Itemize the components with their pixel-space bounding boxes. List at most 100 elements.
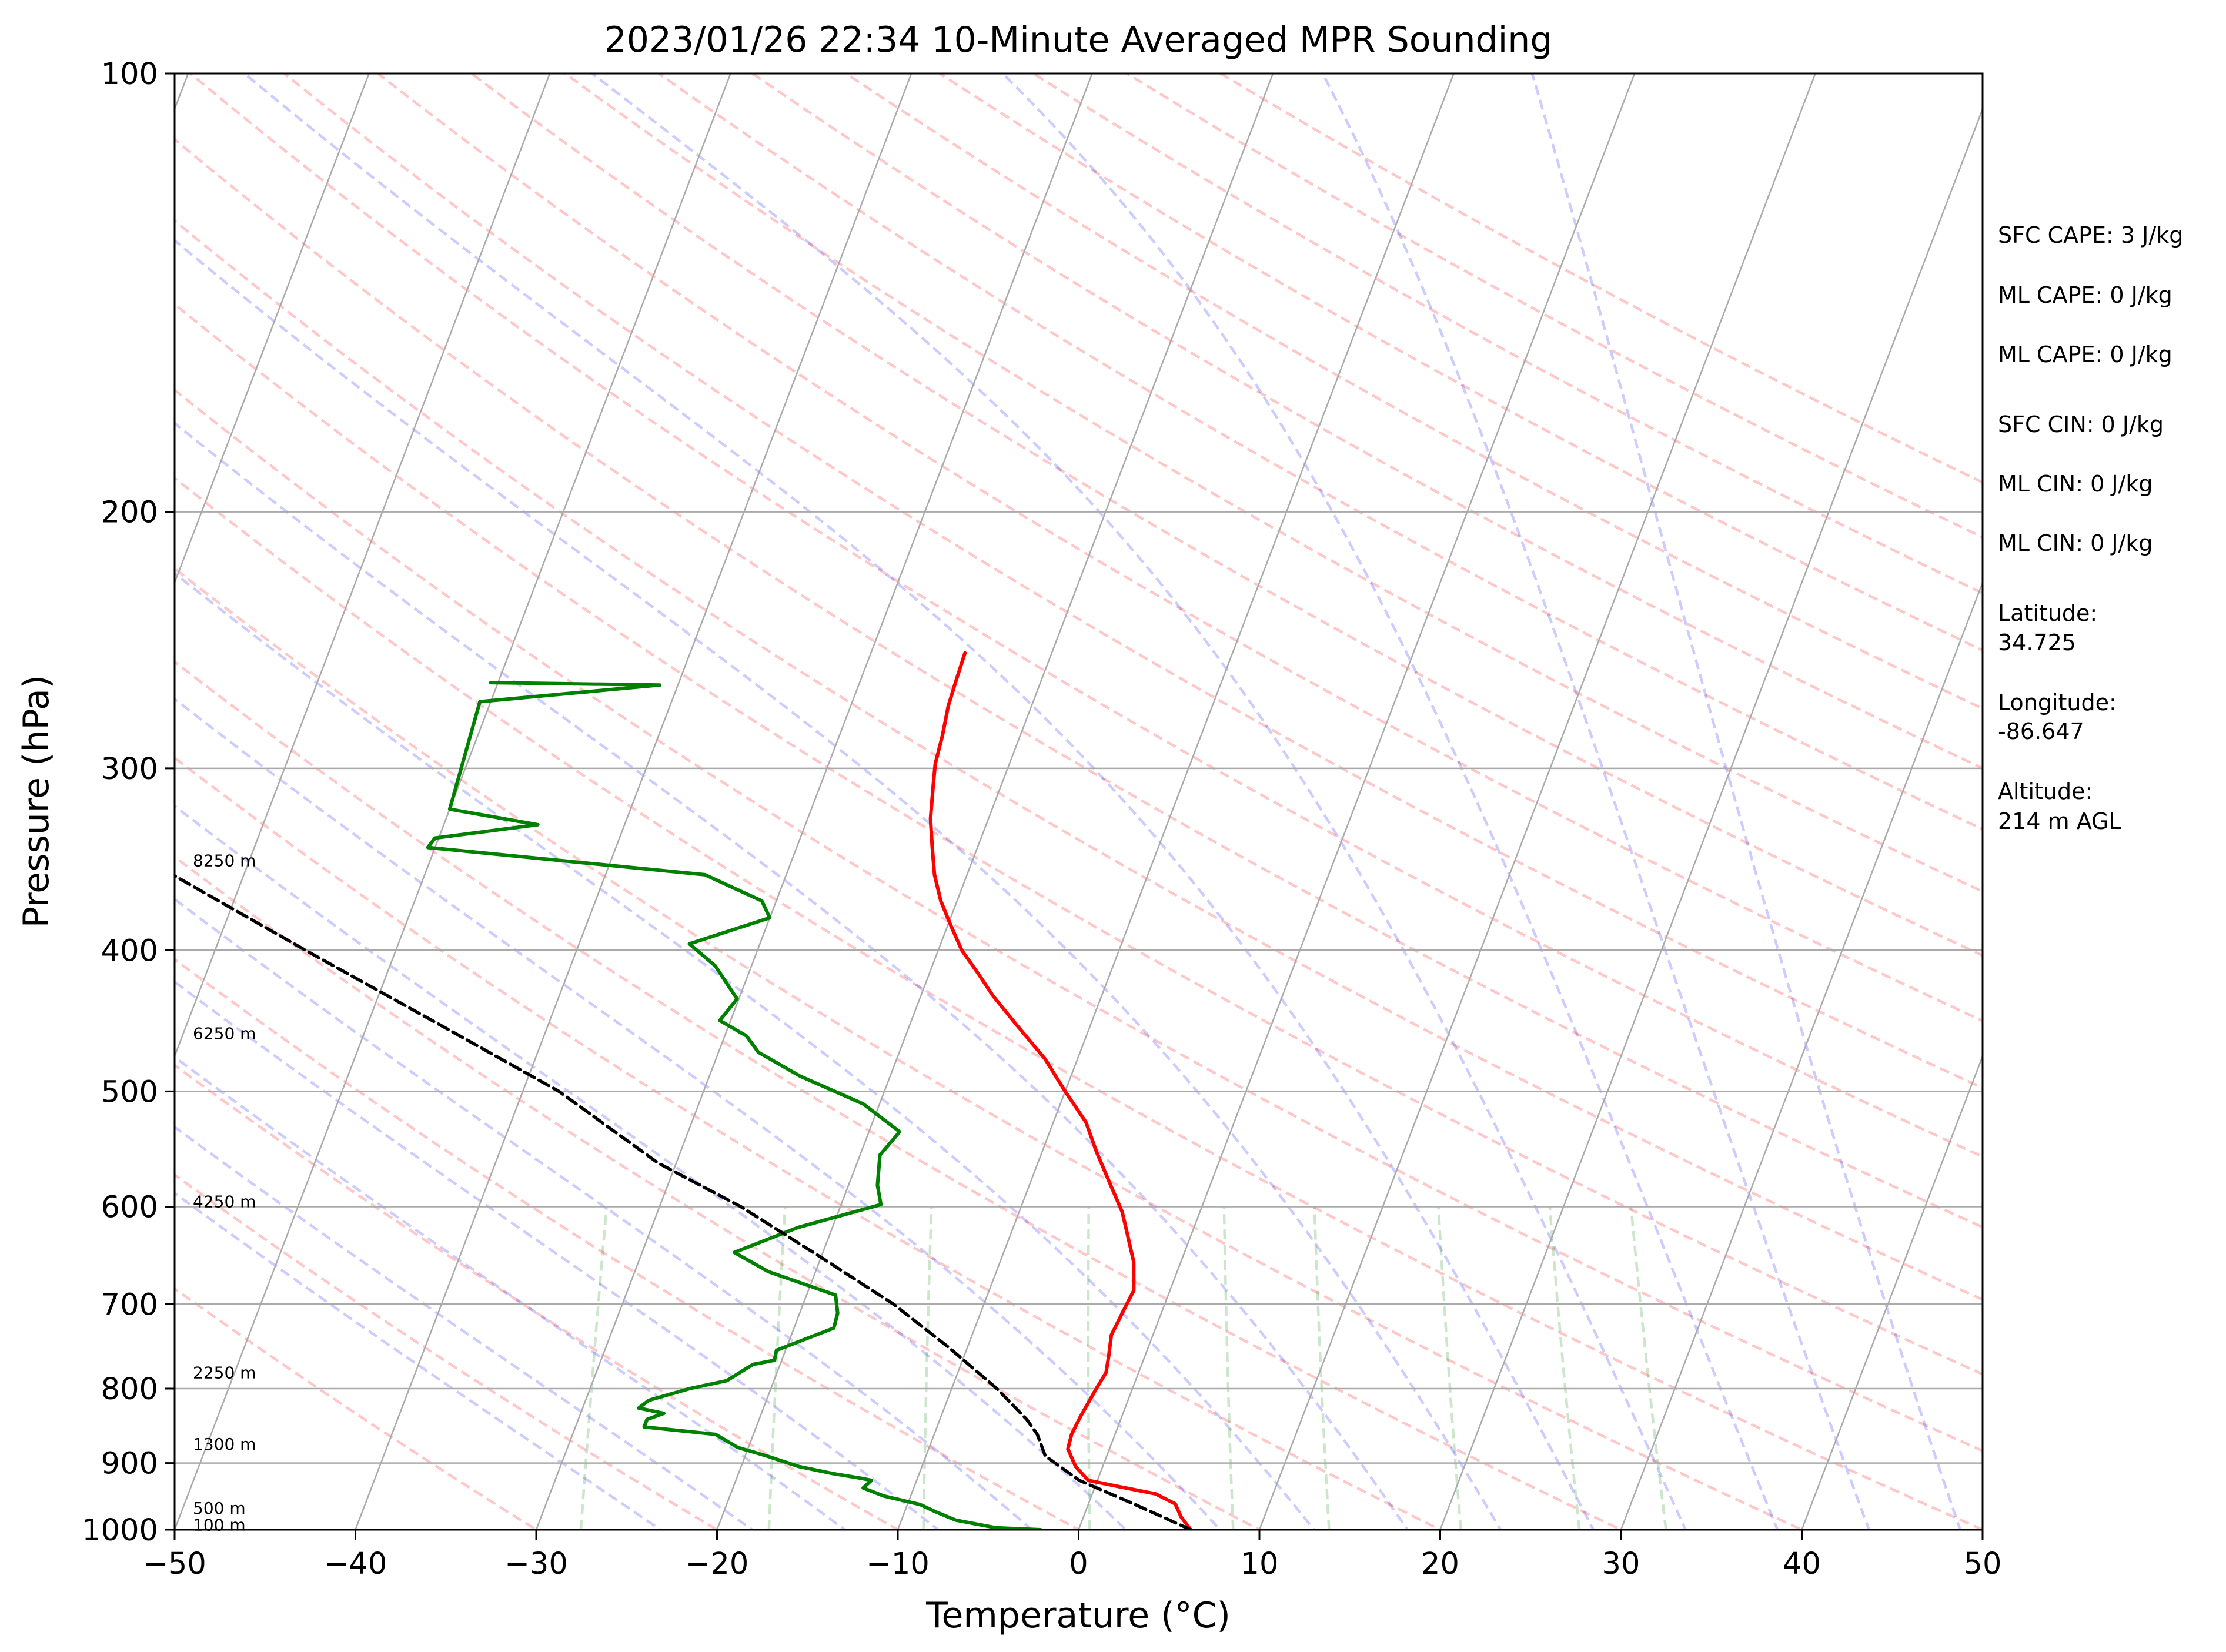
moist-adiabat (175, 804, 1128, 1530)
y-tick-label: 900 (101, 1447, 158, 1482)
x-tick-label: 40 (1783, 1547, 1821, 1581)
dry-adiabat (563, 73, 1983, 893)
dry-adiabat (175, 1287, 539, 1530)
moist-adiabat (1530, 73, 1962, 1530)
isotherm (355, 73, 913, 1530)
x-tick-label: −40 (324, 1547, 387, 1581)
isotherm (1439, 106, 1983, 1530)
dewpoint-line (426, 681, 1042, 1530)
side-info-line: 214 m AGL (1998, 808, 2121, 834)
isotherm (175, 73, 551, 1058)
side-info-line: ML CAPE: 0 J/kg (1998, 342, 2172, 367)
plot-frame (173, 72, 1984, 1531)
x-tick-label: 10 (1241, 1547, 1279, 1581)
moist-adiabat (1001, 73, 1779, 1530)
moist-adiabat (175, 1191, 663, 1530)
mixing-ratio-line (767, 1206, 787, 1530)
dry-adiabat (282, 73, 1983, 1089)
x-tick-label: −10 (866, 1547, 930, 1581)
dry-adiabat (175, 302, 1983, 1376)
side-info-line: 34.725 (1998, 630, 2076, 656)
mixing-ratio-line (1629, 1206, 1667, 1530)
isotherm (1258, 73, 1816, 1530)
chart-title: 2023/01/26 22:34 10-Minute Averaged MPR … (604, 19, 1553, 61)
isotherm (897, 73, 1455, 1530)
parcel-line (175, 874, 1192, 1530)
isotherm (175, 73, 370, 585)
background-lines (175, 73, 1983, 1530)
y-tick-label: 500 (101, 1075, 158, 1109)
x-tick-label: −20 (686, 1547, 749, 1581)
y-axis: 100 200 300 400 500 600 700 800 900 1000 (82, 57, 175, 1548)
mixing-ratio-line (1437, 1206, 1462, 1530)
x-tick-label: 50 (1964, 1547, 2002, 1581)
height-label: 8250 m (193, 851, 256, 870)
moist-adiabat (175, 571, 1316, 1530)
y-axis-label: Pressure (hPa) (16, 675, 57, 928)
side-info-line: ML CIN: 0 J/kg (1998, 530, 2153, 556)
dry-adiabat (175, 476, 1983, 1530)
moist-adiabat (175, 980, 941, 1530)
x-tick-label: 30 (1602, 1547, 1640, 1581)
moist-adiabat (175, 239, 1502, 1530)
dry-adiabat (175, 567, 1805, 1530)
y-tick-label: 100 (101, 57, 158, 92)
dry-adiabat (175, 219, 1983, 1302)
height-label: 4250 m (193, 1192, 256, 1211)
moist-adiabat (243, 73, 1595, 1530)
x-axis: −50 −40 −30 −20 −10 0 10 20 30 40 50 (143, 1530, 2001, 1581)
dry-adiabat (175, 388, 1983, 1453)
height-label: 1300 m (193, 1434, 256, 1454)
sounding-profiles (175, 651, 1193, 1530)
dry-adiabat (188, 73, 1983, 1158)
height-label: 6250 m (193, 1024, 256, 1043)
dry-adiabat (175, 958, 1082, 1530)
dry-adiabat (375, 73, 1983, 1022)
side-info-line: -86.647 (1998, 718, 2084, 744)
temperature-line (928, 651, 1193, 1530)
side-info-line: ML CIN: 0 J/kg (1998, 471, 2153, 497)
side-info-line: ML CAPE: 0 J/kg (1998, 282, 2172, 308)
moist-adiabat (175, 697, 1222, 1530)
height-label: 100 m (193, 1515, 246, 1534)
side-info-line: Altitude: (1998, 778, 2093, 804)
y-tick-label: 700 (101, 1288, 158, 1322)
dry-adiabat (175, 660, 1625, 1530)
y-tick-label: 300 (101, 752, 158, 787)
moist-adiabat (591, 73, 1687, 1530)
y-tick-label: 400 (101, 934, 158, 968)
x-tick-label: 0 (1069, 1547, 1088, 1581)
dry-adiabat (469, 73, 1983, 957)
side-info-line: SFC CIN: 0 J/kg (1998, 412, 2164, 437)
moist-adiabat (175, 1055, 847, 1530)
dry-adiabat (175, 1173, 720, 1530)
sounding-indices-panel: SFC CAPE: 3 J/kg ML CAPE: 0 J/kg ML CAPE: … (1998, 222, 2183, 834)
dry-adiabat (175, 756, 1443, 1530)
x-tick-label: −30 (504, 1547, 568, 1581)
isotherm (1078, 73, 1636, 1530)
side-info-line: Longitude: (1998, 690, 2117, 715)
x-tick-label: 20 (1421, 1547, 1459, 1581)
dry-adiabat (175, 138, 1983, 1229)
mixing-ratio-line (579, 1206, 608, 1530)
moist-adiabat (1321, 73, 1871, 1530)
moist-adiabat (175, 897, 1034, 1530)
height-label: 500 m (193, 1499, 246, 1518)
x-tick-label: −50 (143, 1547, 206, 1581)
height-label: 2250 m (193, 1363, 256, 1383)
y-tick-label: 1000 (82, 1513, 158, 1548)
moist-adiabat (175, 421, 1409, 1530)
side-info-line: SFC CAPE: 3 J/kg (1998, 222, 2183, 248)
y-tick-label: 600 (101, 1190, 158, 1225)
isotherm (1620, 580, 1983, 1530)
y-tick-label: 200 (101, 496, 158, 530)
dry-adiabat (175, 855, 1262, 1530)
isotherm (1801, 1054, 1983, 1530)
isotherm (535, 73, 1093, 1530)
dry-adiabat (843, 73, 1983, 710)
mixing-ratio-line (1222, 1206, 1235, 1530)
dry-adiabat (656, 73, 1983, 831)
x-axis-label: Temperature (°C) (925, 1595, 1231, 1636)
